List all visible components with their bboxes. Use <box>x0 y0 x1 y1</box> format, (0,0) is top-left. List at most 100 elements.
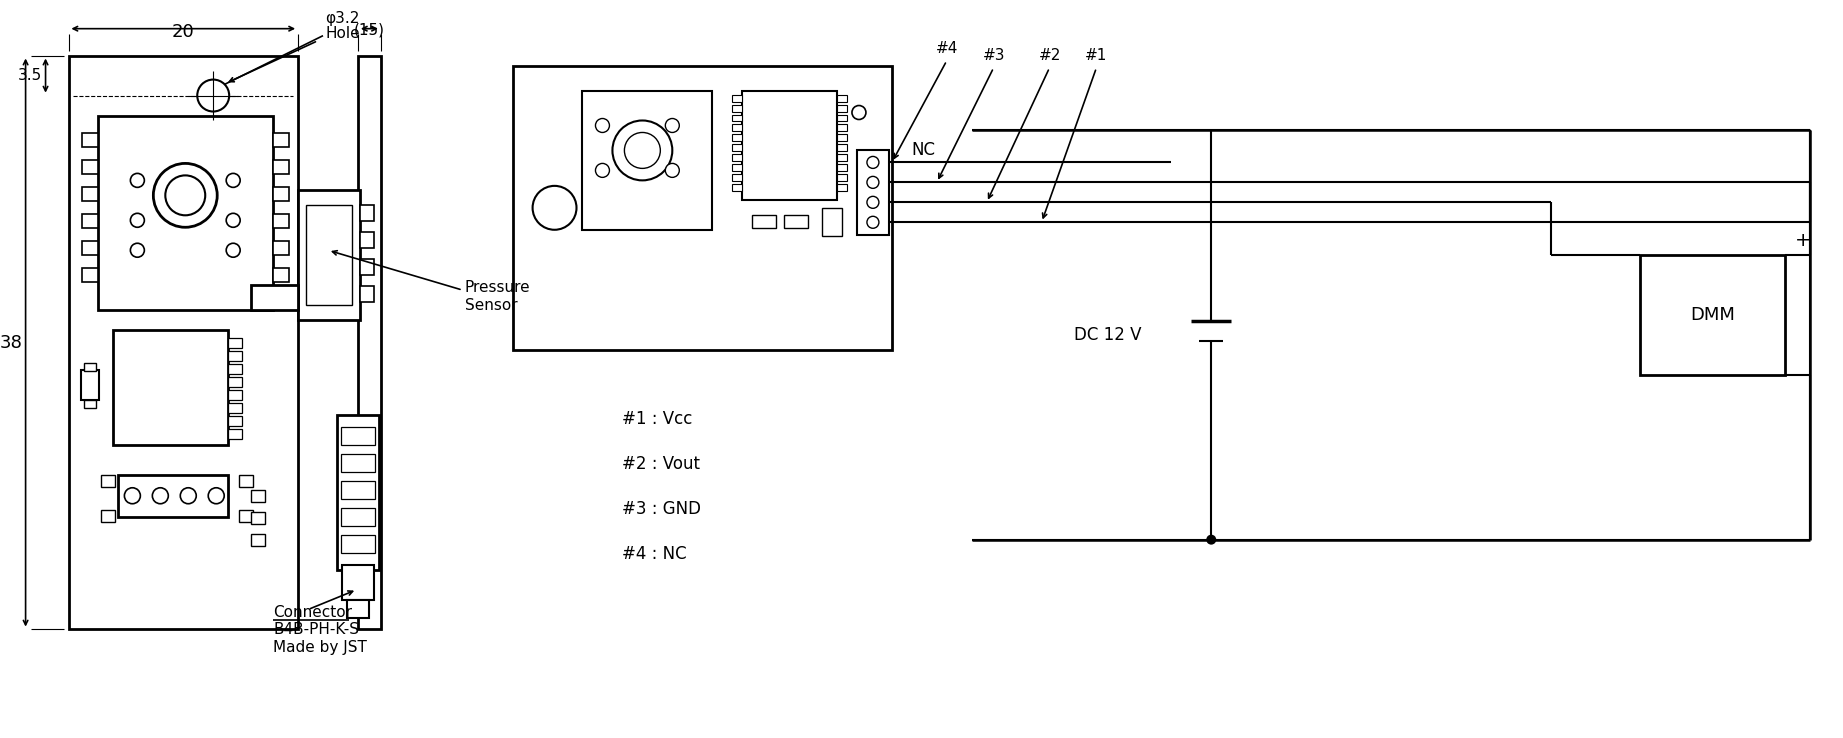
Circle shape <box>866 196 879 208</box>
Circle shape <box>665 119 680 132</box>
Bar <box>783 215 807 228</box>
Bar <box>273 134 289 148</box>
Bar <box>68 55 299 630</box>
Bar <box>240 510 252 522</box>
Bar <box>251 511 265 524</box>
Bar <box>341 534 374 553</box>
Bar <box>732 125 743 131</box>
Text: B4B-PH-K-S: B4B-PH-K-S <box>273 622 359 638</box>
Circle shape <box>227 244 240 258</box>
Bar <box>512 66 892 350</box>
Circle shape <box>595 163 610 177</box>
Bar <box>857 151 888 235</box>
Circle shape <box>131 244 144 258</box>
Bar <box>85 400 96 408</box>
Bar <box>229 416 241 426</box>
Circle shape <box>665 163 680 177</box>
Circle shape <box>197 80 229 111</box>
Bar <box>251 490 265 502</box>
Bar <box>732 114 743 122</box>
Bar <box>83 214 98 228</box>
Bar <box>837 125 848 131</box>
Bar <box>273 241 289 255</box>
Bar <box>341 508 374 525</box>
Bar <box>229 403 241 413</box>
Text: #2: #2 <box>1038 48 1062 63</box>
Bar <box>273 268 289 282</box>
Bar <box>732 184 743 191</box>
Bar <box>837 184 848 191</box>
Bar <box>837 145 848 151</box>
Circle shape <box>166 176 205 215</box>
Bar <box>251 534 265 545</box>
Text: Made by JST: Made by JST <box>273 641 367 655</box>
Bar <box>343 565 374 599</box>
Bar <box>582 91 711 230</box>
Bar <box>98 116 273 310</box>
Circle shape <box>866 156 879 168</box>
Bar <box>837 174 848 182</box>
Bar <box>359 286 374 302</box>
Bar <box>83 241 98 255</box>
Bar <box>732 94 743 102</box>
Text: +: + <box>1795 231 1812 250</box>
Bar <box>359 232 374 248</box>
Bar <box>229 429 241 439</box>
Bar <box>359 259 374 275</box>
Bar <box>837 94 848 102</box>
Bar <box>81 370 100 400</box>
Bar <box>837 165 848 171</box>
Circle shape <box>1207 534 1216 545</box>
Text: (15): (15) <box>354 23 385 38</box>
Bar <box>229 377 241 387</box>
Circle shape <box>612 120 673 180</box>
Circle shape <box>851 106 866 120</box>
Circle shape <box>866 176 879 188</box>
Text: #2 : Vout: #2 : Vout <box>623 455 700 473</box>
Bar <box>229 338 241 348</box>
Circle shape <box>153 488 168 504</box>
Bar <box>732 134 743 142</box>
Circle shape <box>208 488 225 504</box>
Bar <box>837 114 848 122</box>
Bar <box>83 134 98 148</box>
Bar <box>299 190 359 320</box>
Bar <box>306 205 352 305</box>
Bar <box>341 454 374 472</box>
Circle shape <box>227 173 240 187</box>
Bar <box>732 154 743 162</box>
Bar <box>752 215 776 228</box>
Bar <box>732 105 743 111</box>
Bar <box>837 105 848 111</box>
Bar <box>118 475 229 517</box>
Text: Hole: Hole <box>324 26 359 41</box>
Circle shape <box>181 488 195 504</box>
Circle shape <box>153 163 217 227</box>
Bar <box>114 330 229 445</box>
Circle shape <box>625 132 660 168</box>
Bar <box>341 427 374 445</box>
Bar <box>732 174 743 182</box>
Circle shape <box>866 216 879 228</box>
Bar <box>837 134 848 142</box>
Bar <box>358 55 382 630</box>
Bar <box>273 214 289 228</box>
Bar <box>341 480 374 499</box>
Bar <box>229 364 241 374</box>
Bar <box>1640 255 1786 375</box>
Circle shape <box>131 173 144 187</box>
Bar <box>83 160 98 174</box>
Bar <box>83 187 98 201</box>
Text: 38: 38 <box>0 334 22 351</box>
Text: 20: 20 <box>171 23 195 41</box>
Text: #3: #3 <box>982 48 1004 63</box>
Bar <box>229 390 241 400</box>
Text: #1: #1 <box>1086 48 1108 63</box>
Circle shape <box>595 119 610 132</box>
Bar <box>240 475 252 487</box>
Bar <box>732 165 743 171</box>
Bar <box>822 208 842 236</box>
Text: NC: NC <box>912 142 936 159</box>
Circle shape <box>131 213 144 227</box>
Text: Pressure
Sensor: Pressure Sensor <box>464 280 531 313</box>
